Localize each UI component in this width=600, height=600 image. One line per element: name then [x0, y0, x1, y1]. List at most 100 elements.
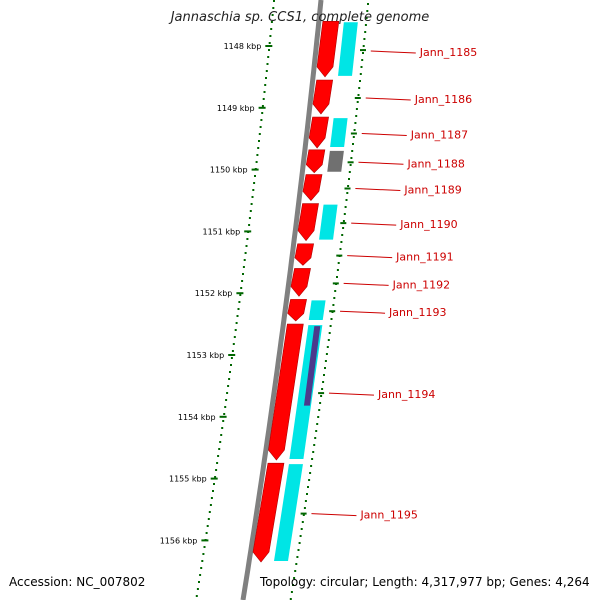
- ruler-dot: [270, 28, 273, 30]
- ruler-dot: [214, 476, 217, 478]
- map-title: Jannaschia sp. CCS1, complete genome: [170, 10, 430, 25]
- ruler-dot: [229, 371, 231, 373]
- ruler-dot: [359, 73, 362, 75]
- ruler-dot: [321, 388, 324, 390]
- ruler-dot: [346, 192, 349, 194]
- tick-label: 1151 kbp: [202, 227, 240, 236]
- gene-arrow: [252, 462, 285, 563]
- ruler-dot: [344, 206, 347, 208]
- ruler-dot: [252, 189, 255, 191]
- ruler-dot: [362, 52, 364, 54]
- ruler-dot: [352, 136, 355, 138]
- tick-mark: [219, 415, 227, 418]
- ruler-dot: [273, 0, 275, 2]
- tick-mark: [236, 292, 244, 295]
- ruler-dot: [359, 80, 361, 82]
- ruler-dot: [350, 157, 353, 159]
- ruler-dot: [325, 353, 328, 355]
- gene-arrow: [290, 268, 311, 297]
- ruler-dot: [263, 91, 266, 93]
- ruler-dot: [308, 479, 311, 481]
- ruler-dot: [248, 224, 251, 226]
- ruler-dot: [309, 472, 312, 474]
- ruler-dot: [250, 203, 253, 205]
- ruler-dot: [319, 402, 322, 404]
- ruler-dot: [362, 45, 365, 47]
- ruler-dot: [258, 133, 261, 135]
- gene-label: Jann_1195: [359, 509, 417, 522]
- gene-arrow: [308, 116, 329, 149]
- ruler-dot: [270, 21, 273, 23]
- ruler-dot: [245, 245, 248, 247]
- ruler-dot: [323, 374, 325, 376]
- tick-mark: [228, 354, 236, 356]
- feature-marker: [350, 132, 357, 135]
- ruler-dot: [349, 164, 352, 166]
- gene-labels: Jann_1185 Jann_1186 Jann_1187 Jann_1188 Jann…: [311, 46, 477, 522]
- ruler-dot: [227, 385, 230, 387]
- ruler-dot: [306, 493, 308, 495]
- ruler-dot: [235, 322, 238, 324]
- ruler-dot: [271, 14, 274, 16]
- gene-arrow: [316, 20, 340, 78]
- gene-label-leader: [361, 133, 407, 137]
- ruler-dot: [260, 119, 263, 121]
- ruler-dot: [365, 17, 368, 19]
- ruler-dot: [239, 294, 242, 296]
- ruler-dot: [257, 147, 260, 149]
- ruler-dot: [244, 252, 247, 254]
- feature-marker: [300, 512, 307, 515]
- ruler-dot: [341, 234, 344, 236]
- ruler-dot: [234, 329, 237, 331]
- tick-label: 1153 kbp: [186, 351, 224, 360]
- ruler-dot: [301, 521, 304, 523]
- ruler-dot: [261, 112, 264, 114]
- gene-label: Jann_1194: [377, 388, 435, 401]
- ruler-dot: [312, 451, 315, 453]
- ruler-dot: [340, 241, 343, 243]
- ruler-dot: [353, 129, 356, 131]
- ruler-dot: [221, 427, 224, 429]
- ruler-dot: [218, 448, 221, 450]
- ruler-dot: [290, 591, 293, 593]
- gene-label-leader: [311, 513, 357, 517]
- ruler-dot: [361, 59, 364, 61]
- ruler-dot: [324, 360, 327, 362]
- gene-label-leader: [347, 255, 393, 259]
- ruler-dot: [320, 395, 323, 397]
- ruler-dot: [264, 84, 267, 86]
- cds-bar: [330, 118, 348, 147]
- ruler-dot: [268, 42, 271, 44]
- ruler-dot: [203, 546, 206, 548]
- ruler-dot: [254, 175, 256, 177]
- ruler-dot: [317, 416, 320, 418]
- ruler-dot: [328, 332, 331, 334]
- ruler-dot: [364, 24, 367, 26]
- gene-arrow: [294, 243, 315, 266]
- ruler-dot: [316, 423, 319, 425]
- ruler-dot: [343, 213, 346, 215]
- ruler-dot: [342, 220, 345, 222]
- tick-mark: [210, 477, 218, 480]
- ruler-dot: [294, 570, 297, 572]
- genome-backbone: [240, 0, 324, 600]
- ruler-dot: [253, 182, 256, 184]
- ruler-dot: [223, 413, 226, 415]
- gene-label-leader: [365, 97, 411, 101]
- ruler-dot: [367, 3, 369, 5]
- ruler-dot: [355, 108, 358, 110]
- ruler-dot: [269, 35, 272, 37]
- ruler-dot: [201, 560, 204, 562]
- ruler-dot: [249, 210, 252, 212]
- feature-marker: [344, 187, 351, 190]
- ruler-dot: [230, 357, 233, 359]
- gene-label-leader: [370, 50, 416, 54]
- ruler-dot: [255, 161, 258, 163]
- ruler-dot: [242, 266, 245, 268]
- gene-arrow: [297, 203, 319, 242]
- tick-label: 1149 kbp: [217, 104, 255, 113]
- ruler-dot: [289, 598, 292, 600]
- ruler-dot: [297, 549, 300, 551]
- cds-bar: [319, 204, 338, 240]
